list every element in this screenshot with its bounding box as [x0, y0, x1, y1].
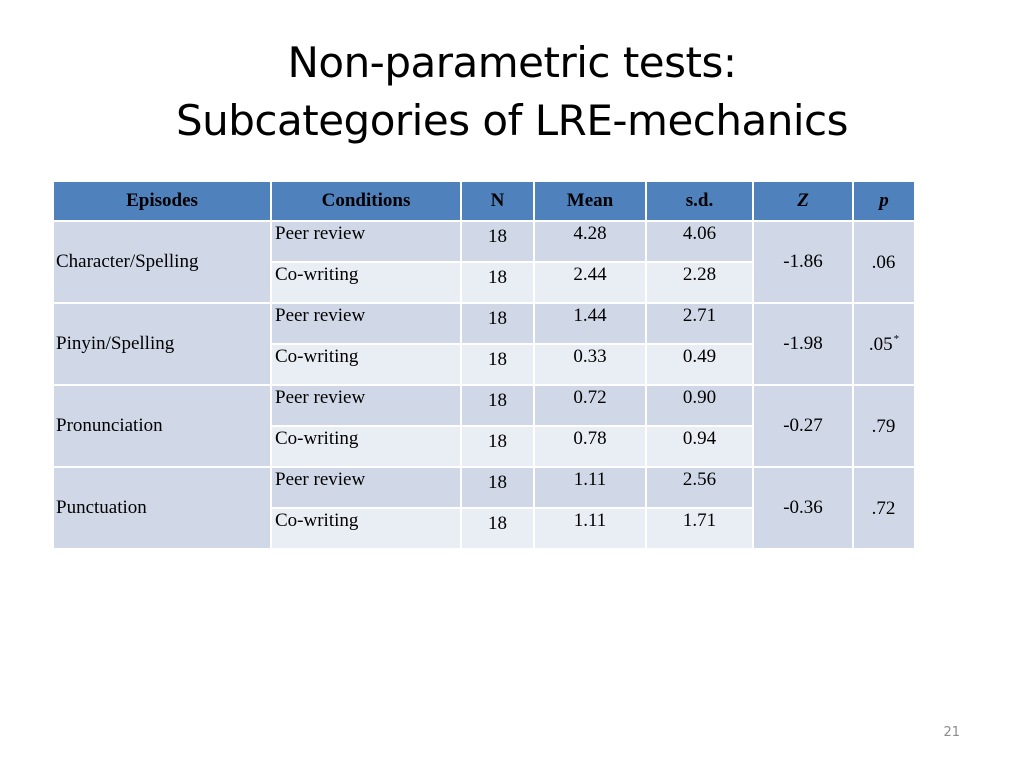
p-cell: .72	[852, 466, 916, 550]
table-row: Co-writing 18 0.78 0.94	[53, 425, 915, 468]
table-header-row: Episodes Conditions N Mean s.d. Z p	[52, 180, 916, 222]
p-value: .79	[871, 415, 896, 437]
significance-marker: *	[893, 332, 900, 345]
header-n: N	[460, 180, 535, 222]
table-row: Punctuation Peer review 18 1.11 2.56 -0.…	[52, 466, 916, 550]
n-cell: 18	[460, 425, 535, 468]
table-row: Pinyin/Spelling Peer review 18 1.44 2.71…	[52, 302, 916, 386]
p-cell: .79	[852, 384, 916, 468]
sd-cell: 2.28	[645, 261, 754, 304]
p-value: .05	[868, 333, 893, 355]
header-z: Z	[752, 180, 854, 222]
condition-cell: Co-writing	[270, 343, 462, 386]
episode-cell: Pinyin/Spelling	[52, 302, 272, 386]
header-episodes: Episodes	[52, 180, 272, 222]
condition-cell: Co-writing	[270, 261, 462, 304]
table-row: Character/Spelling Peer review 18 4.28 4…	[52, 220, 916, 304]
n-cell: 18	[460, 466, 535, 509]
p-value: .72	[871, 497, 896, 519]
condition-cell: Co-writing	[270, 425, 462, 468]
mean-cell: 1.11	[533, 466, 647, 509]
sd-cell: 2.56	[645, 466, 754, 509]
p-cell: .05*	[852, 302, 916, 386]
mean-cell: 0.33	[533, 343, 647, 386]
condition-cell: Peer review	[270, 220, 462, 263]
episode-cell: Pronunciation	[52, 384, 272, 468]
mean-cell: 0.72	[533, 384, 647, 427]
mean-cell: 2.44	[533, 261, 647, 304]
slide-title: Non-parametric tests: Subcategories of L…	[0, 34, 1024, 150]
z-cell: -1.98	[752, 302, 854, 386]
page-number: 21	[943, 725, 960, 740]
table-row: Co-writing 18 1.11 1.71	[53, 507, 915, 550]
episode-cell: Character/Spelling	[52, 220, 272, 304]
n-cell: 18	[460, 302, 535, 345]
z-cell: -1.86	[752, 220, 854, 304]
p-value: .06	[871, 251, 896, 273]
episode-cell: Punctuation	[52, 466, 272, 550]
condition-cell: Peer review	[270, 302, 462, 345]
sd-cell: 4.06	[645, 220, 754, 263]
condition-cell: Peer review	[270, 466, 462, 509]
mean-cell: 0.78	[533, 425, 647, 468]
results-table: Episodes Conditions N Mean s.d. Z p Char…	[52, 180, 916, 550]
header-sd: s.d.	[645, 180, 754, 222]
header-conditions: Conditions	[270, 180, 462, 222]
table-row: Co-writing 18 2.44 2.28	[53, 261, 915, 304]
n-cell: 18	[460, 220, 535, 263]
mean-cell: 4.28	[533, 220, 647, 263]
mean-cell: 1.44	[533, 302, 647, 345]
slide-title-line-1: Non-parametric tests:	[287, 38, 737, 87]
p-cell: .06	[852, 220, 916, 304]
table-row: Pronunciation Peer review 18 0.72 0.90 -…	[52, 384, 916, 468]
n-cell: 18	[460, 384, 535, 427]
condition-cell: Co-writing	[270, 507, 462, 550]
z-cell: -0.36	[752, 466, 854, 550]
sd-cell: 0.90	[645, 384, 754, 427]
sd-cell: 1.71	[645, 507, 754, 550]
sd-cell: 2.71	[645, 302, 754, 345]
z-cell: -0.27	[752, 384, 854, 468]
n-cell: 18	[460, 343, 535, 386]
header-p: p	[852, 180, 916, 222]
n-cell: 18	[460, 261, 535, 304]
slide-title-line-2: Subcategories of LRE-mechanics	[175, 96, 849, 145]
n-cell: 18	[460, 507, 535, 550]
table-row: Co-writing 18 0.33 0.49	[53, 343, 915, 386]
sd-cell: 0.94	[645, 425, 754, 468]
header-mean: Mean	[533, 180, 647, 222]
sd-cell: 0.49	[645, 343, 754, 386]
mean-cell: 1.11	[533, 507, 647, 550]
condition-cell: Peer review	[270, 384, 462, 427]
